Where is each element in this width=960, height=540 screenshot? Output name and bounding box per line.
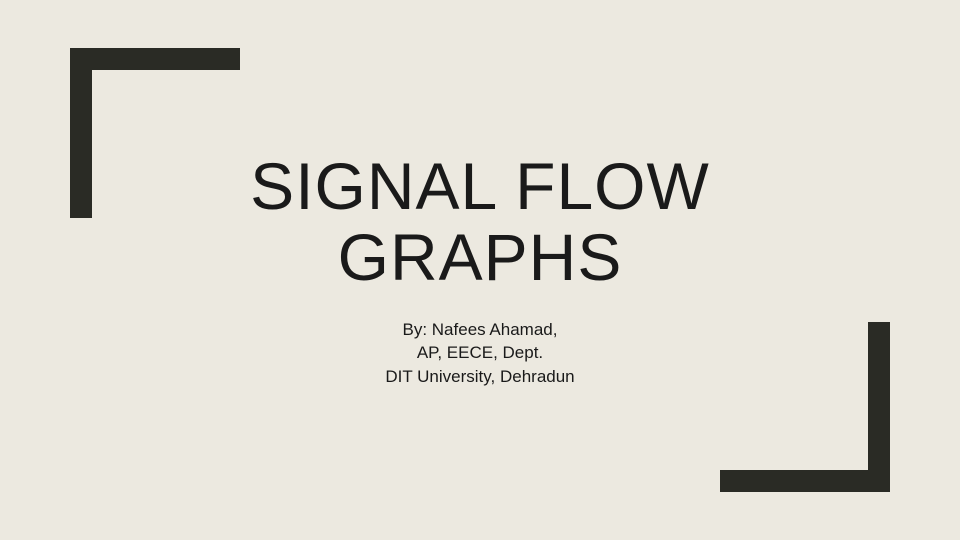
subtitle-line-1: By: Nafees Ahamad, bbox=[403, 320, 558, 339]
title-line-2: GRAPHS bbox=[338, 220, 623, 294]
subtitle-line-2: AP, EECE, Dept. bbox=[417, 343, 543, 362]
subtitle-line-3: DIT University, Dehradun bbox=[385, 367, 574, 386]
slide-title: SIGNAL FLOW GRAPHS bbox=[0, 151, 960, 294]
title-line-1: SIGNAL FLOW bbox=[250, 149, 710, 223]
slide-subtitle: By: Nafees Ahamad, AP, EECE, Dept. DIT U… bbox=[0, 318, 960, 389]
slide-content: SIGNAL FLOW GRAPHS By: Nafees Ahamad, AP… bbox=[0, 151, 960, 389]
